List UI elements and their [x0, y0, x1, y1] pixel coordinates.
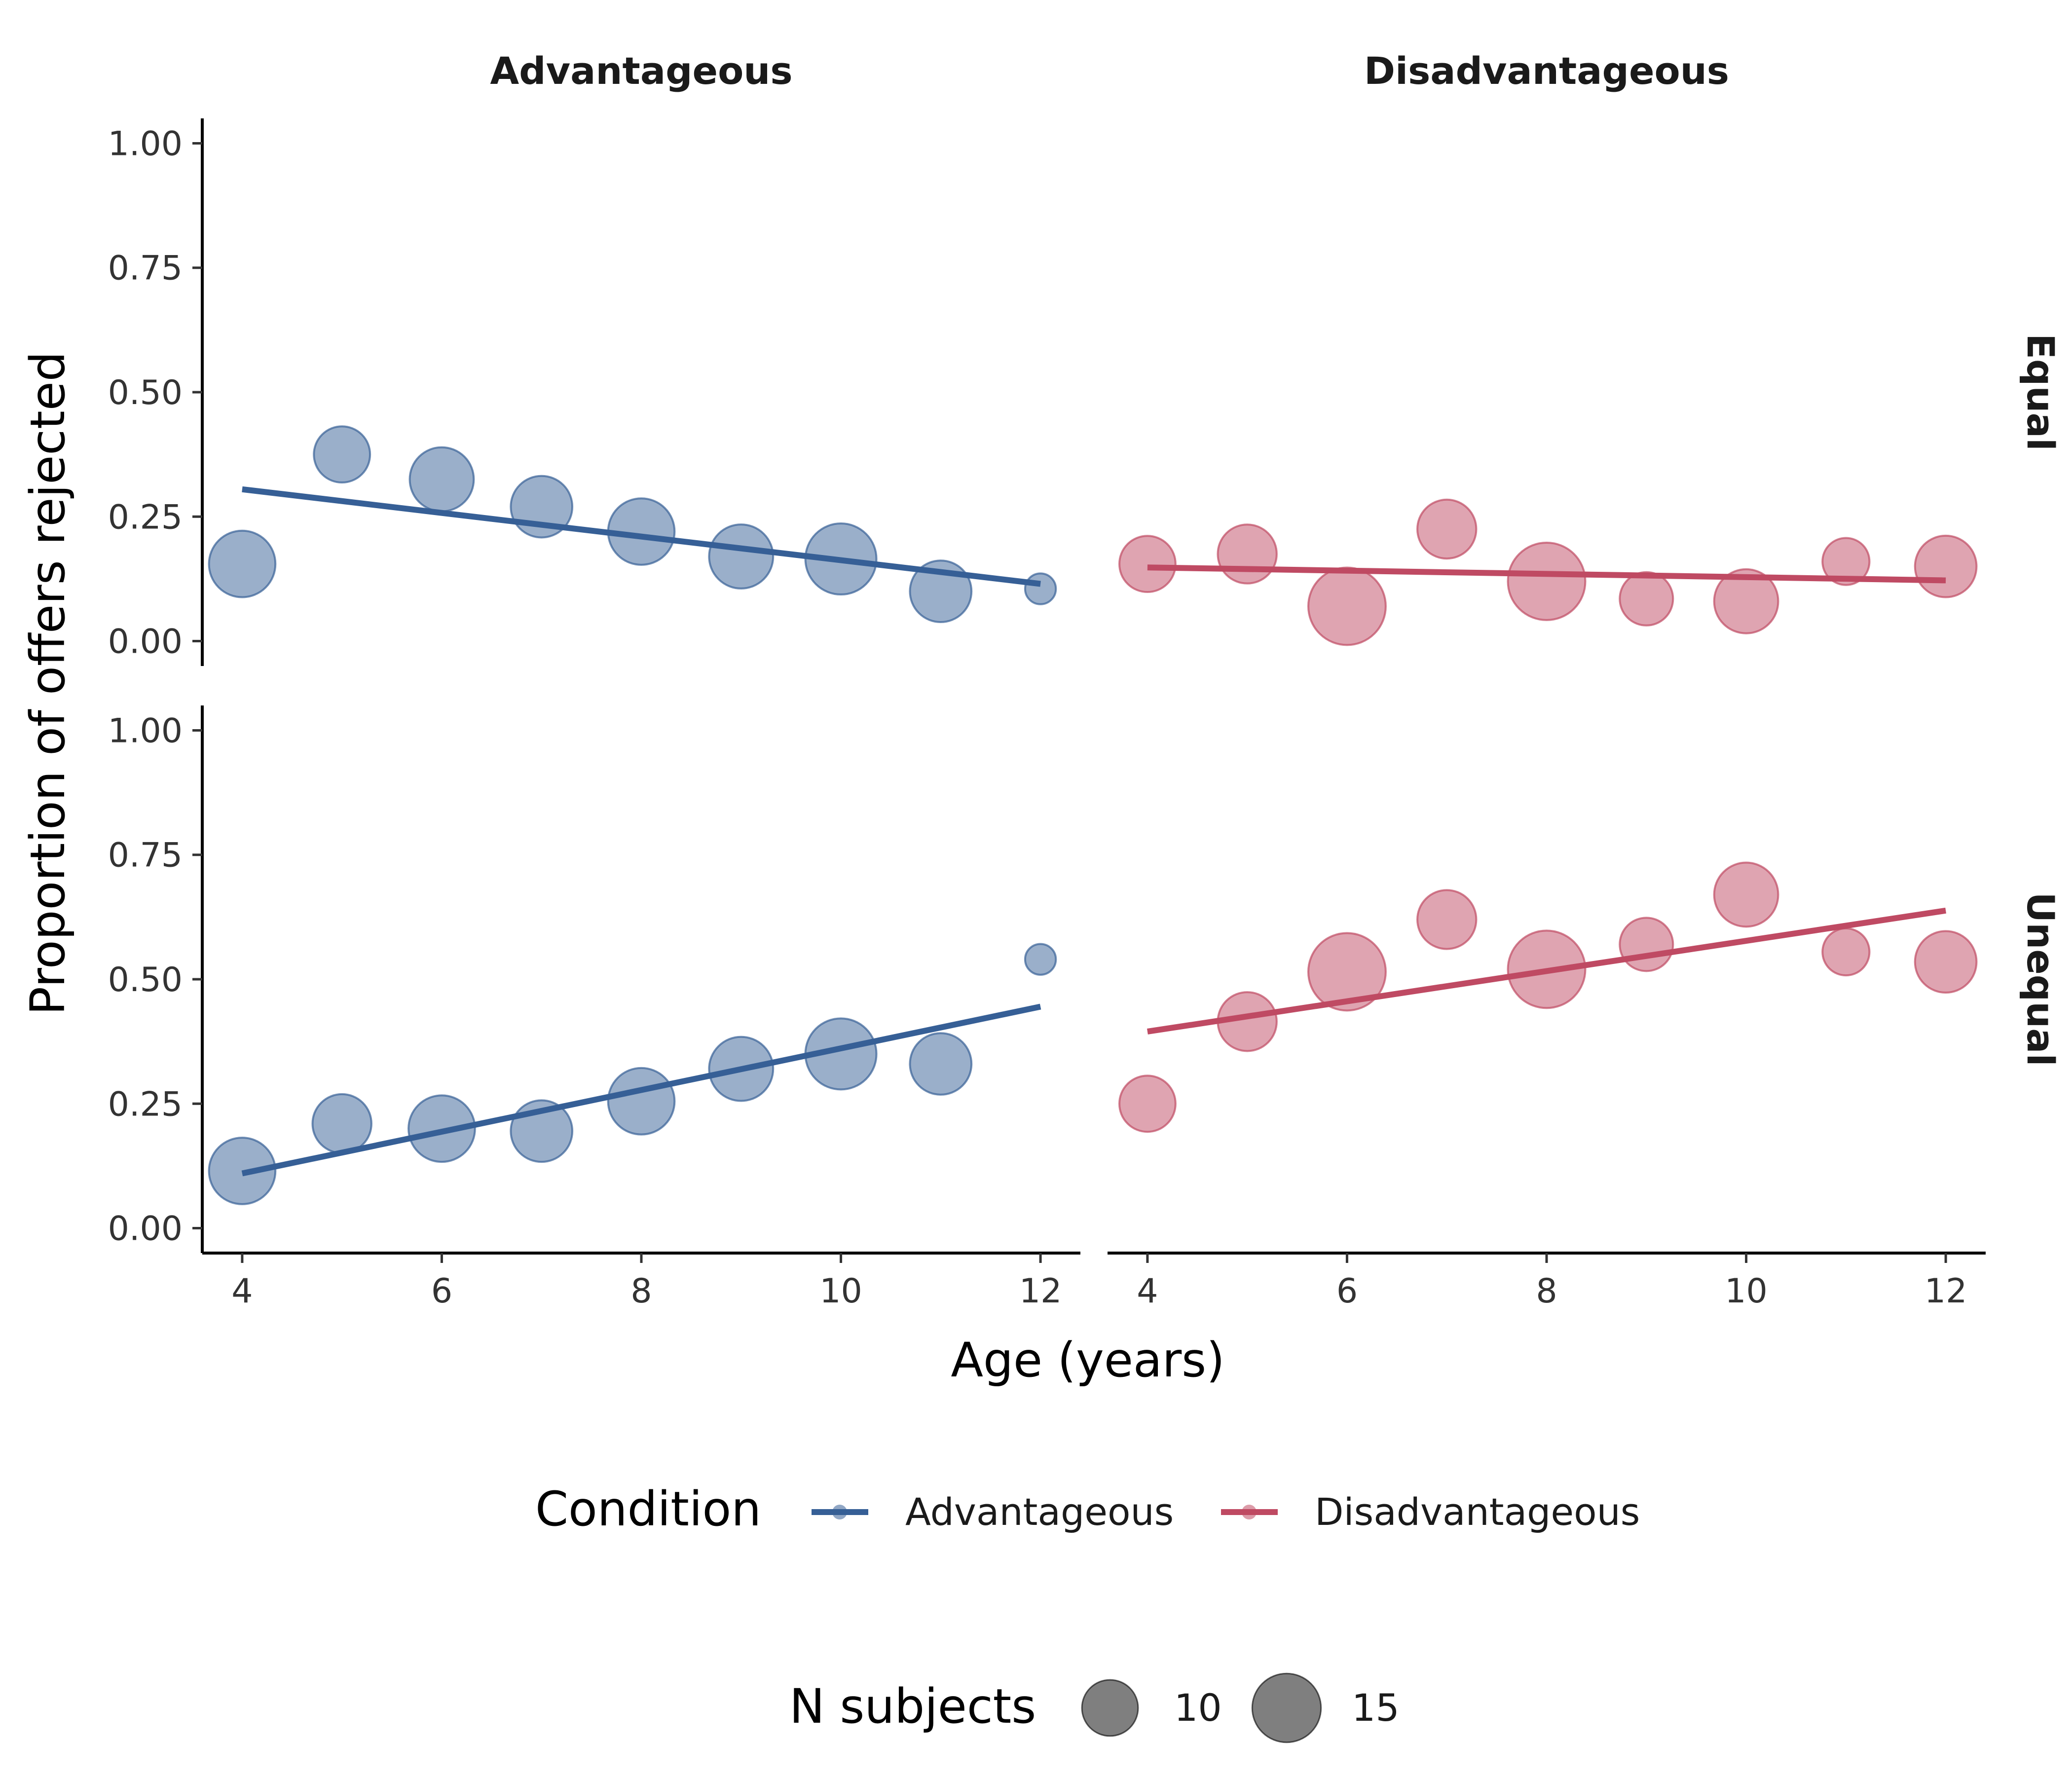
- data-point-advantageous-unequal-age-11: [909, 1032, 973, 1096]
- x-axis-title: Age (years): [951, 1332, 1224, 1388]
- data-point-advantageous-unequal-age-8: [607, 1067, 676, 1136]
- data-point-advantageous-unequal-age-6: [407, 1094, 476, 1163]
- data-point-disadvantageous-equal-age-9: [1619, 571, 1674, 627]
- data-point-advantageous-unequal-age-4: [208, 1137, 277, 1205]
- y-tick-label: 0.50: [108, 373, 183, 412]
- legend-size-label-15: 15: [1352, 1686, 1400, 1730]
- data-point-advantageous-equal-age-5: [313, 425, 371, 484]
- y-tick-label: 0.25: [108, 498, 183, 537]
- data-point-advantageous-unequal-age-12: [1024, 943, 1057, 976]
- x-tick-label: 6: [1336, 1272, 1358, 1311]
- facet-column-label-disadvantageous: Disadvantageous: [1364, 49, 1729, 93]
- facet-row-label-unequal: Unequal: [2019, 892, 2063, 1066]
- y-axis-title: Proportion of offers rejected: [20, 351, 75, 1015]
- y-tick-label: 1.00: [108, 124, 183, 163]
- data-point-disadvantageous-equal-age-12: [1914, 534, 1978, 598]
- y-tick-label: 0.50: [108, 961, 183, 999]
- data-point-disadvantageous-equal-age-8: [1507, 541, 1587, 621]
- x-tick-label: 12: [1924, 1272, 1967, 1311]
- data-point-advantageous-equal-age-8: [607, 497, 676, 566]
- legend-item-advantageous: Advantageous: [812, 1490, 1174, 1534]
- data-point-advantageous-equal-age-7: [510, 475, 574, 539]
- y-tick-label: 1.00: [108, 711, 183, 750]
- data-point-disadvantageous-unequal-age-10: [1713, 861, 1779, 928]
- data-point-disadvantageous-unequal-age-12: [1914, 930, 1978, 994]
- legend-size-label-10: 10: [1174, 1686, 1222, 1730]
- data-point-advantageous-unequal-age-9: [708, 1036, 775, 1102]
- data-point-disadvantageous-unequal-age-9: [1619, 917, 1674, 972]
- x-tick-label: 8: [1536, 1272, 1557, 1311]
- y-tick-label: 0.00: [108, 623, 183, 662]
- data-point-disadvantageous-equal-age-11: [1821, 537, 1871, 586]
- data-point-advantageous-equal-age-6: [408, 446, 475, 513]
- y-tick-label: 0.00: [108, 1210, 183, 1249]
- data-point-disadvantageous-unequal-age-5: [1217, 991, 1278, 1052]
- legend-size-title: N subjects: [789, 1679, 1036, 1734]
- legend-label-disadvantageous: Disadvantageous: [1315, 1490, 1640, 1534]
- y-tick-label: 0.75: [108, 249, 183, 288]
- legend-condition-title: Condition: [535, 1481, 761, 1537]
- data-point-disadvantageous-unequal-age-11: [1821, 927, 1871, 977]
- data-point-advantageous-equal-age-10: [804, 522, 878, 596]
- panels-layer: 0.00 0.25 0.50 0.75 1.00 Advantageous Disadvan…: [108, 49, 2063, 1311]
- data-point-disadvantageous-equal-age-5: [1217, 523, 1278, 585]
- legend-size-key-15: [1251, 1672, 1322, 1743]
- data-point-disadvantageous-unequal-age-6: [1307, 932, 1387, 1012]
- data-point-disadvantageous-equal-age-6: [1307, 566, 1387, 646]
- data-point-advantageous-unequal-age-10: [804, 1017, 878, 1091]
- legend-size: N subjects 10 15: [789, 1672, 1400, 1743]
- legend-condition: Condition Advantageous Disadvantageous: [535, 1481, 1640, 1537]
- y-tick-label: 0.75: [108, 836, 183, 875]
- x-tick-label: 6: [431, 1272, 452, 1311]
- x-tick-label: 8: [630, 1272, 652, 1311]
- data-point-disadvantageous-equal-age-4: [1118, 535, 1177, 593]
- data-point-disadvantageous-equal-age-10: [1713, 568, 1779, 634]
- legend-item-disadvantageous: Disadvantageous: [1221, 1490, 1640, 1534]
- x-tick-label: 10: [819, 1272, 862, 1311]
- data-point-advantageous-unequal-age-5: [311, 1093, 372, 1154]
- facet-row-label-equal: Equal: [2019, 333, 2063, 451]
- x-tick-label: 4: [231, 1272, 253, 1311]
- facet-column-label-advantageous: Advantageous: [490, 49, 792, 93]
- data-point-advantageous-unequal-age-7: [510, 1099, 574, 1163]
- panel-disadvantageous-equal: Disadvantageous Equal: [1118, 49, 2063, 646]
- legend-size-key-10: [1081, 1679, 1139, 1737]
- data-point-advantageous-equal-age-9: [708, 523, 775, 590]
- data-point-advantageous-equal-age-12: [1024, 572, 1057, 605]
- legend-key-disadvantageous-dot: [1242, 1505, 1257, 1519]
- x-tick-label: 4: [1137, 1272, 1158, 1311]
- data-point-advantageous-equal-age-4: [208, 529, 277, 598]
- legend-label-advantageous: Advantageous: [905, 1490, 1174, 1534]
- panel-advantageous-unequal: 0.00 0.25 0.50 0.75 1.00 4 6 8 10 12: [108, 705, 1080, 1311]
- panel-advantageous-equal: 0.00 0.25 0.50 0.75 1.00 Advantageous: [108, 49, 1057, 666]
- legend-key-advantageous-dot: [832, 1505, 847, 1519]
- data-point-advantageous-equal-age-11: [909, 559, 973, 623]
- data-point-disadvantageous-unequal-age-8: [1507, 929, 1587, 1009]
- data-point-disadvantageous-unequal-age-4: [1118, 1074, 1177, 1133]
- x-tick-label: 12: [1019, 1272, 1062, 1311]
- data-point-disadvantageous-equal-age-7: [1416, 498, 1478, 560]
- data-point-disadvantageous-unequal-age-7: [1416, 889, 1478, 950]
- x-tick-label: 10: [1725, 1272, 1768, 1311]
- y-tick-label: 0.25: [108, 1085, 183, 1124]
- panel-disadvantageous-unequal: 4 6 8 10 12 Unequal: [1108, 861, 2063, 1311]
